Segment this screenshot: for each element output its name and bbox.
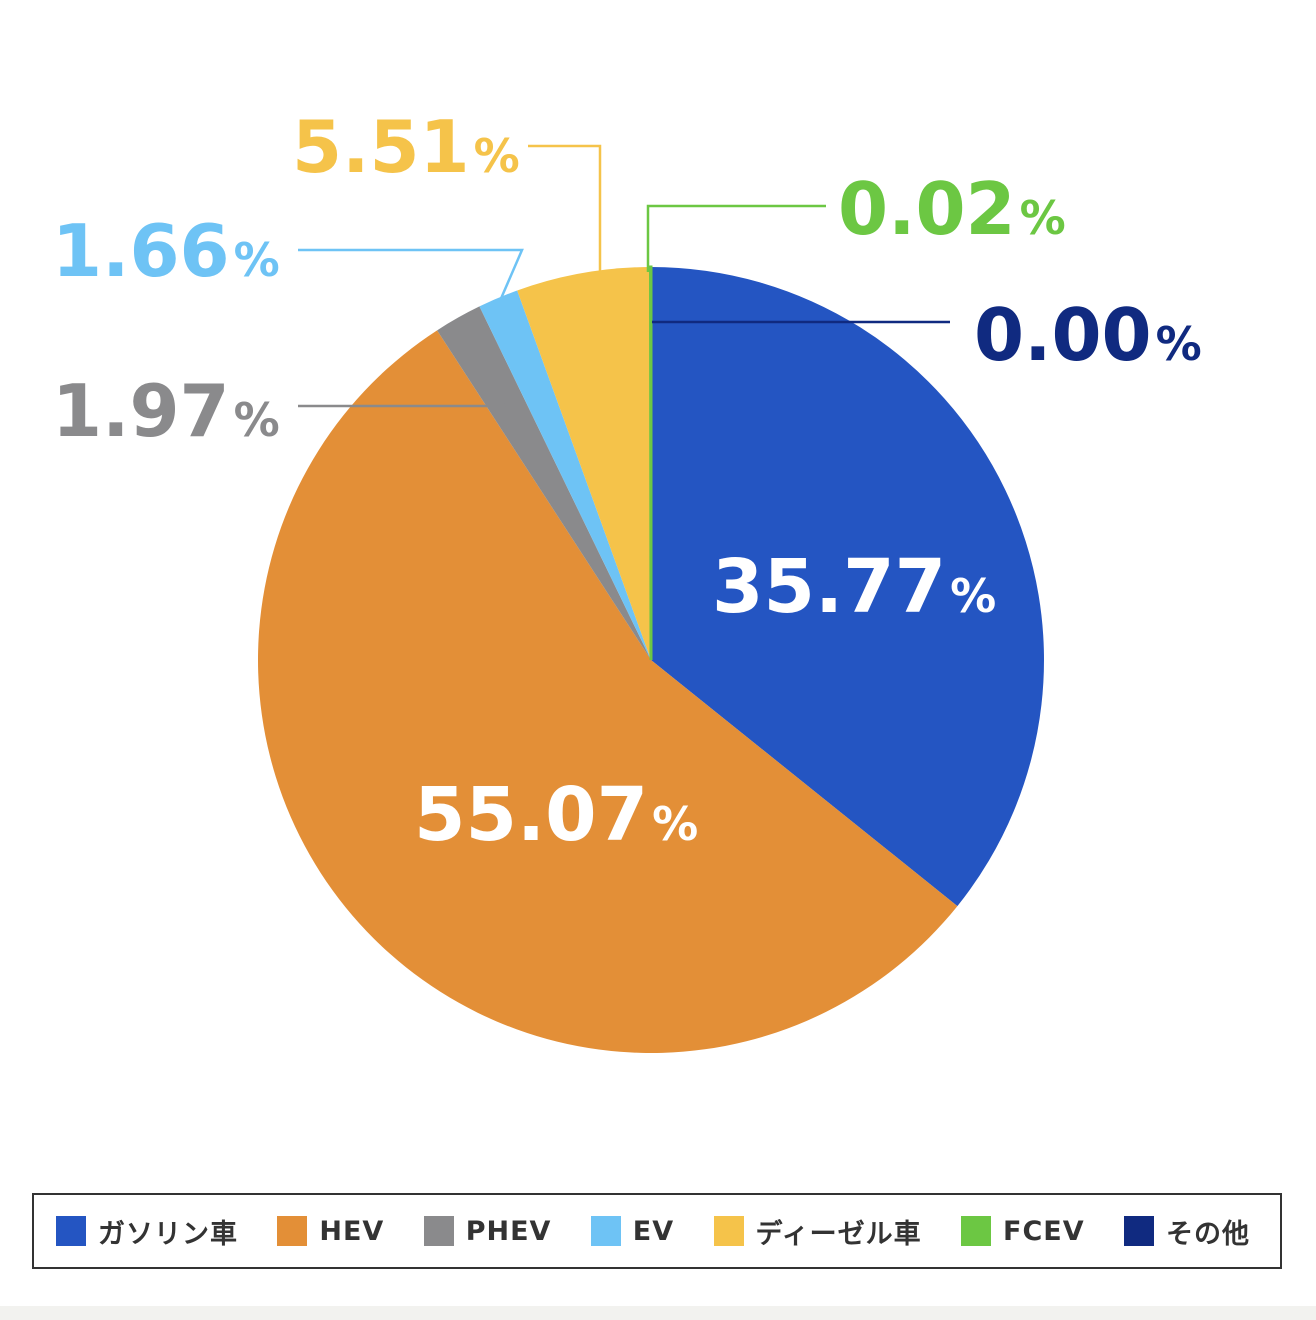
legend-item-diesel: ディーゼル車 [713, 1212, 922, 1251]
legend-label-ev: EV [632, 1215, 675, 1247]
legend-label-hev: HEV [319, 1215, 385, 1247]
leader-line-ev [298, 248, 524, 303]
leader-line-fcev [646, 204, 826, 272]
legend-swatch-hev [277, 1216, 308, 1246]
data-label-fcev: 0.02% [838, 167, 1066, 251]
legend-swatch-phev [423, 1216, 454, 1246]
legend-label-other: その他 [1166, 1218, 1250, 1250]
pie-slice-hev [257, 330, 958, 1054]
data-label-ev: 1.66% [52, 209, 280, 293]
data-label-other: 0.00% [974, 293, 1202, 377]
pie-slice-phev [437, 306, 651, 660]
legend-item-phev: PHEV [423, 1215, 552, 1247]
legend-label-phev: PHEV [465, 1215, 552, 1247]
legend-swatch-gasoline [56, 1216, 86, 1246]
legend-label-fcev: FCEV [1003, 1215, 1085, 1247]
legend-item-other: その他 [1124, 1212, 1250, 1251]
legend-item-ev: EV [590, 1215, 675, 1247]
pie-chart-svg: 35.77% 55.07% 1.97% 1.66%5.51% 0.02% 0.00% [52, 105, 1202, 1054]
bottom-strip [0, 1306, 1316, 1320]
data-label-phev: 1.97% [52, 369, 280, 453]
data-label-hev: 55.07% [414, 772, 698, 858]
legend-swatch-ev [590, 1216, 621, 1246]
legend-item-gasoline: ガソリン車 [56, 1212, 238, 1251]
pie-slice-diesel [517, 267, 651, 660]
leader-line-diesel [528, 144, 602, 279]
legend-item-fcev: FCEV [961, 1216, 1085, 1247]
pie-slice-gasoline [651, 267, 1044, 907]
legend-swatch-other [1124, 1216, 1154, 1246]
data-label-diesel: 5.51% [292, 105, 520, 189]
legend-swatch-diesel [713, 1216, 744, 1246]
legend-item-hev: HEV [277, 1216, 384, 1247]
pie-slice-ev [479, 290, 651, 660]
legend: ガソリン車 HEV PHEV EV ディーゼル車 FCEV その他 [32, 1193, 1282, 1269]
legend-swatch-fcev [961, 1216, 992, 1246]
leader-line-phev [298, 402, 508, 408]
data-label-gasoline: 35.77% [712, 544, 996, 630]
legend-label-diesel: ディーゼル車 [755, 1218, 922, 1250]
legend-label-gasoline: ガソリン車 [98, 1218, 238, 1250]
